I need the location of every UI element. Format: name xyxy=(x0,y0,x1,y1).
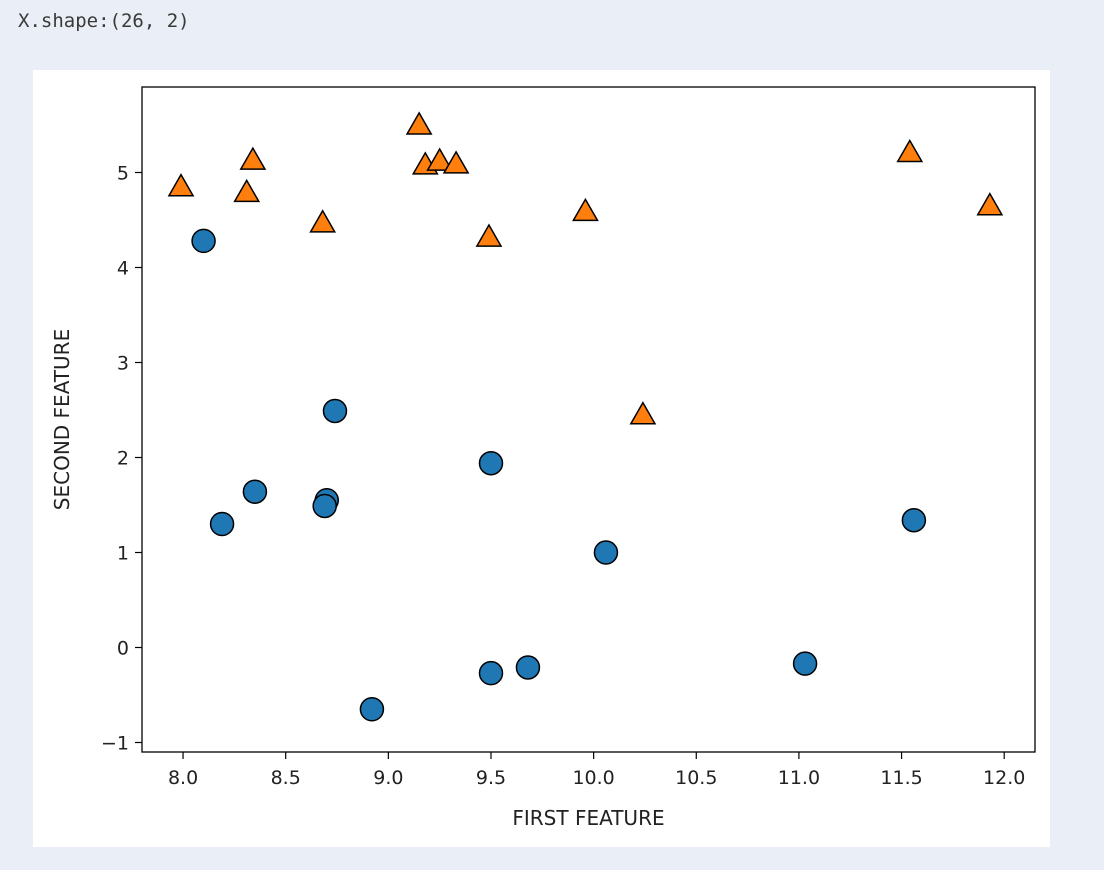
scatter-plot: 8.0 8.5 9.0 9.5 10.0 10.5 11.0 11.5 12.0 −1 0 1 2 3 4… xyxy=(50,86,1036,830)
scatter-point-triangle xyxy=(405,111,433,135)
x-tick-label: 8.5 xyxy=(271,767,301,789)
scatter-point-triangle xyxy=(167,173,195,197)
scatter-point-triangle xyxy=(572,197,599,222)
scatter-point-triangle xyxy=(976,192,1004,216)
x-tick-label: 11.5 xyxy=(880,767,922,789)
x-tick-label: 12.0 xyxy=(983,767,1025,789)
x-axis-ticks: 8.0 8.5 9.0 9.5 10.0 10.5 11.0 11.5 12.0 xyxy=(168,752,1025,789)
y-tick-label: 3 xyxy=(117,353,129,375)
x-tick-label: 10.5 xyxy=(675,767,717,789)
scatter-point-triangle xyxy=(239,146,267,170)
x-tick-label: 9.0 xyxy=(373,767,403,789)
scatter-point-circle xyxy=(242,479,268,504)
y-tick-label: 2 xyxy=(117,448,129,470)
scatter-point-triangle xyxy=(426,147,454,171)
y-axis-ticks: −1 0 1 2 3 4 5 xyxy=(101,163,142,755)
y-axis-label: SECOND FEATURE xyxy=(50,329,74,510)
scatter-point-triangle xyxy=(309,209,337,233)
scatter-point-circle xyxy=(901,507,927,533)
scatter-point-triangle xyxy=(475,223,503,247)
data-points xyxy=(167,111,1004,722)
scatter-point-triangle xyxy=(629,401,657,425)
scatter-figure: 8.0 8.5 9.0 9.5 10.0 10.5 11.0 11.5 12.0 −1 0 1 2 3 4… xyxy=(33,70,1050,847)
axes-frame xyxy=(141,86,1036,753)
scatter-point-circle xyxy=(593,540,619,565)
scatter-point-triangle xyxy=(233,178,261,203)
y-tick-label: 5 xyxy=(117,163,129,185)
y-tick-label: 1 xyxy=(117,543,129,565)
x-tick-label: 8.0 xyxy=(168,767,198,789)
cell-output-text: X.shape:(26, 2) xyxy=(18,10,190,32)
scatter-point-circle xyxy=(792,651,818,676)
x-tick-label: 10.0 xyxy=(572,767,614,789)
y-tick-label: 4 xyxy=(117,258,129,280)
scatter-point-triangle xyxy=(442,150,470,174)
x-tick-label: 11.0 xyxy=(778,767,820,789)
y-tick-label: 0 xyxy=(117,638,129,660)
scatter-point-circle xyxy=(191,228,216,254)
scatter-point-circle xyxy=(515,655,541,680)
scatter-point-circle xyxy=(478,660,504,686)
scatter-point-circle xyxy=(359,697,385,722)
scatter-point-circle xyxy=(312,493,337,519)
x-tick-label: 9.5 xyxy=(476,767,506,789)
scatter-point-triangle xyxy=(896,138,924,163)
scatter-point-circle xyxy=(478,450,504,476)
x-axis-label: FIRST FEATURE xyxy=(512,806,664,830)
y-tick-label: −1 xyxy=(101,733,129,755)
scatter-point-circle xyxy=(209,511,235,537)
scatter-point-circle xyxy=(322,398,348,424)
